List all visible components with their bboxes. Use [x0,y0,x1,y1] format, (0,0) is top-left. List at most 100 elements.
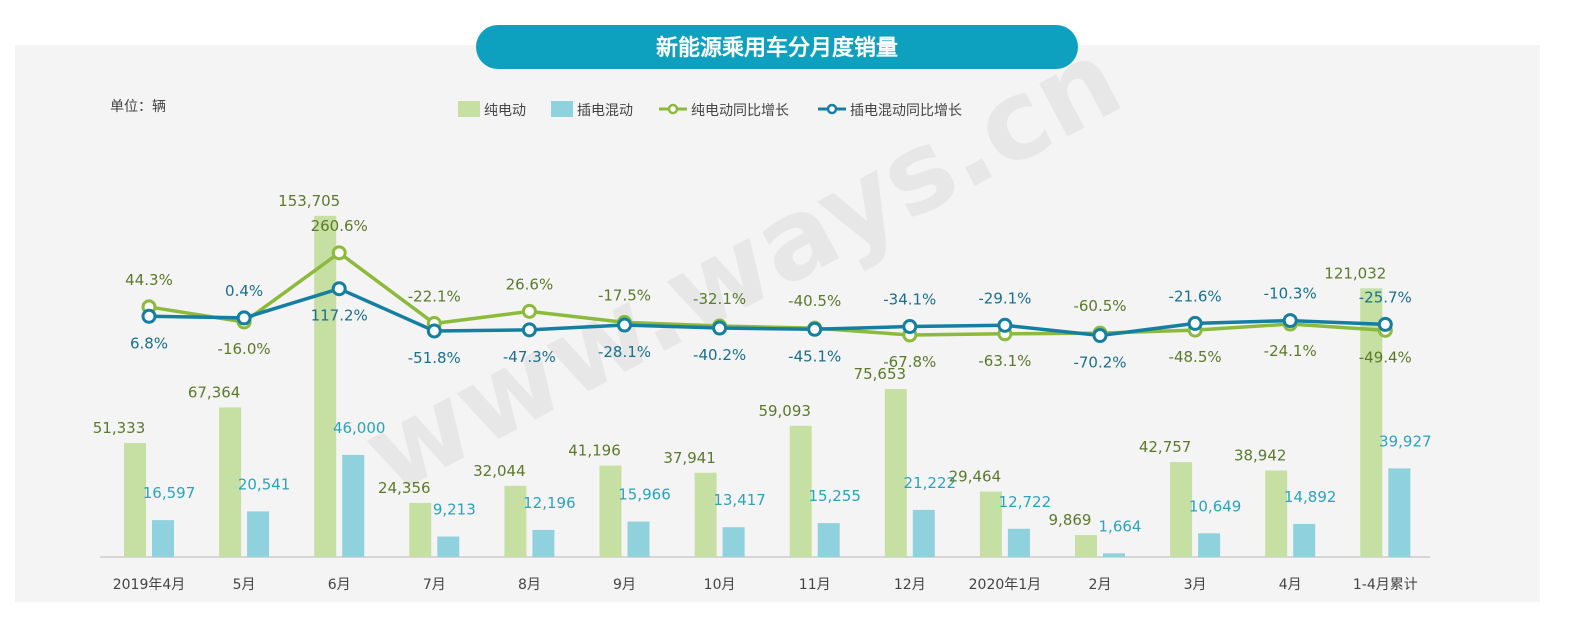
bar-phev [437,536,460,557]
bar-value-label: 12,196 [523,494,576,512]
bar-phev [1388,468,1411,557]
bar-value-label: 15,966 [618,486,671,504]
point-bev-growth [521,303,537,319]
bar-phev [342,454,365,557]
growth-label: -29.1% [978,289,1031,307]
growth-label: -47.3% [503,348,556,366]
line-phev-growth [148,286,1386,338]
point-phev-growth [997,317,1013,333]
growth-label: -51.8% [408,349,461,367]
legend-marker-3 [826,103,838,115]
unit-label: 单位：辆 [110,99,166,115]
bar-value-label: 20,541 [238,475,291,493]
bar-phev [1198,533,1221,557]
point-phev-growth [1377,316,1393,332]
legend-marker-2 [667,103,679,115]
bar-value-label: 42,757 [1139,438,1192,456]
bar-bev [1265,470,1288,557]
x-tick-label: 12月 [894,577,926,593]
growth-label: -49.4% [1359,348,1412,366]
growth-label: -40.2% [693,346,746,364]
point-phev-growth [331,281,347,297]
bar-value-label: 29,464 [949,468,1002,486]
x-tick-label: 4月 [1279,577,1302,593]
growth-label: 117.2% [311,307,368,325]
growth-label: -48.5% [1169,348,1222,366]
bar-bev [599,465,622,557]
bar-bev [219,407,242,557]
x-tick-label: 10月 [704,577,736,593]
bar-value-label: 9,213 [433,501,476,519]
bar-value-label: 24,356 [378,479,431,497]
growth-label: -45.1% [788,347,841,365]
bar-value-label: 41,196 [568,442,621,460]
growth-label: -63.1% [978,352,1031,370]
bar-bev [979,491,1002,557]
bar-phev [152,520,174,557]
growth-label: 0.4% [225,282,263,300]
point-phev-growth [236,310,252,326]
point-phev-growth [1282,313,1298,329]
growth-label: -32.1% [693,290,746,308]
bar-value-label: 12,722 [999,493,1052,511]
x-tick-label: 7月 [423,577,446,593]
bar-bev [694,472,717,557]
growth-label: -60.5% [1073,297,1126,315]
bar-value-label: 21,222 [904,474,957,492]
chart-title: 新能源乘用车分月度销量 [656,35,898,61]
legend-label-3: 插电混动同比增长 [850,103,962,119]
bar-value-label: 67,364 [188,383,241,401]
growth-label: -34.1% [883,291,936,309]
point-phev-growth [1187,315,1203,331]
x-tick-label: 1-4月累计 [1353,577,1418,593]
bar-value-label: 46,000 [333,419,386,437]
bar-bev [789,425,812,557]
bar-value-label: 75,653 [854,365,907,383]
bar-bev [409,502,432,557]
x-tick-label: 9月 [613,577,636,593]
x-tick-label: 5月 [233,577,256,593]
point-phev-growth [807,321,823,337]
bar-value-label: 153,705 [278,192,340,210]
growth-label: -67.8% [883,353,936,371]
bar-bev [124,443,146,557]
x-tick-label: 2020年1月 [969,577,1042,593]
x-tick-label: 2019年4月 [113,577,186,593]
bar-value-label: 15,255 [808,487,861,505]
bar-value-label: 51,333 [93,419,146,437]
bar-bev [884,389,907,557]
bar-phev [247,511,270,557]
title-pill [476,25,1078,69]
growth-label: -28.1% [598,343,651,361]
bar-phev [817,523,840,557]
bar-value-label: 14,892 [1284,488,1337,506]
bar-value-label: 1,664 [1099,517,1142,535]
growth-label: -24.1% [1264,342,1317,360]
bar-value-label: 32,044 [473,462,526,480]
point-phev-growth [521,322,537,338]
bar-value-label: 59,093 [758,402,811,420]
bar-value-label: 38,942 [1234,447,1287,465]
point-phev-growth [141,308,157,324]
growth-label: 44.3% [125,271,173,289]
growth-label: -22.1% [408,288,461,306]
legend: 纯电动 插电混动 纯电动同比增长 插电混动同比增长 [458,101,962,119]
x-tick-label: 11月 [799,577,831,593]
legend-label-2: 纯电动同比增长 [691,103,789,119]
growth-label: -40.5% [788,292,841,310]
growth-label: 6.8% [130,334,168,352]
bar-phev [532,529,555,557]
growth-label: -16.0% [218,340,271,358]
growth-label: -17.5% [598,286,651,304]
bar-bev [1360,288,1383,557]
point-bev-growth [331,245,347,261]
bar-phev [722,527,745,557]
bar-value-label: 16,597 [143,484,196,502]
x-tick-label: 2月 [1089,577,1112,593]
x-tick-label: 8月 [518,577,541,593]
bar-phev [1293,523,1316,557]
bar-bev [314,215,337,557]
bar-phev [1007,528,1030,557]
bar-phev [912,509,935,557]
